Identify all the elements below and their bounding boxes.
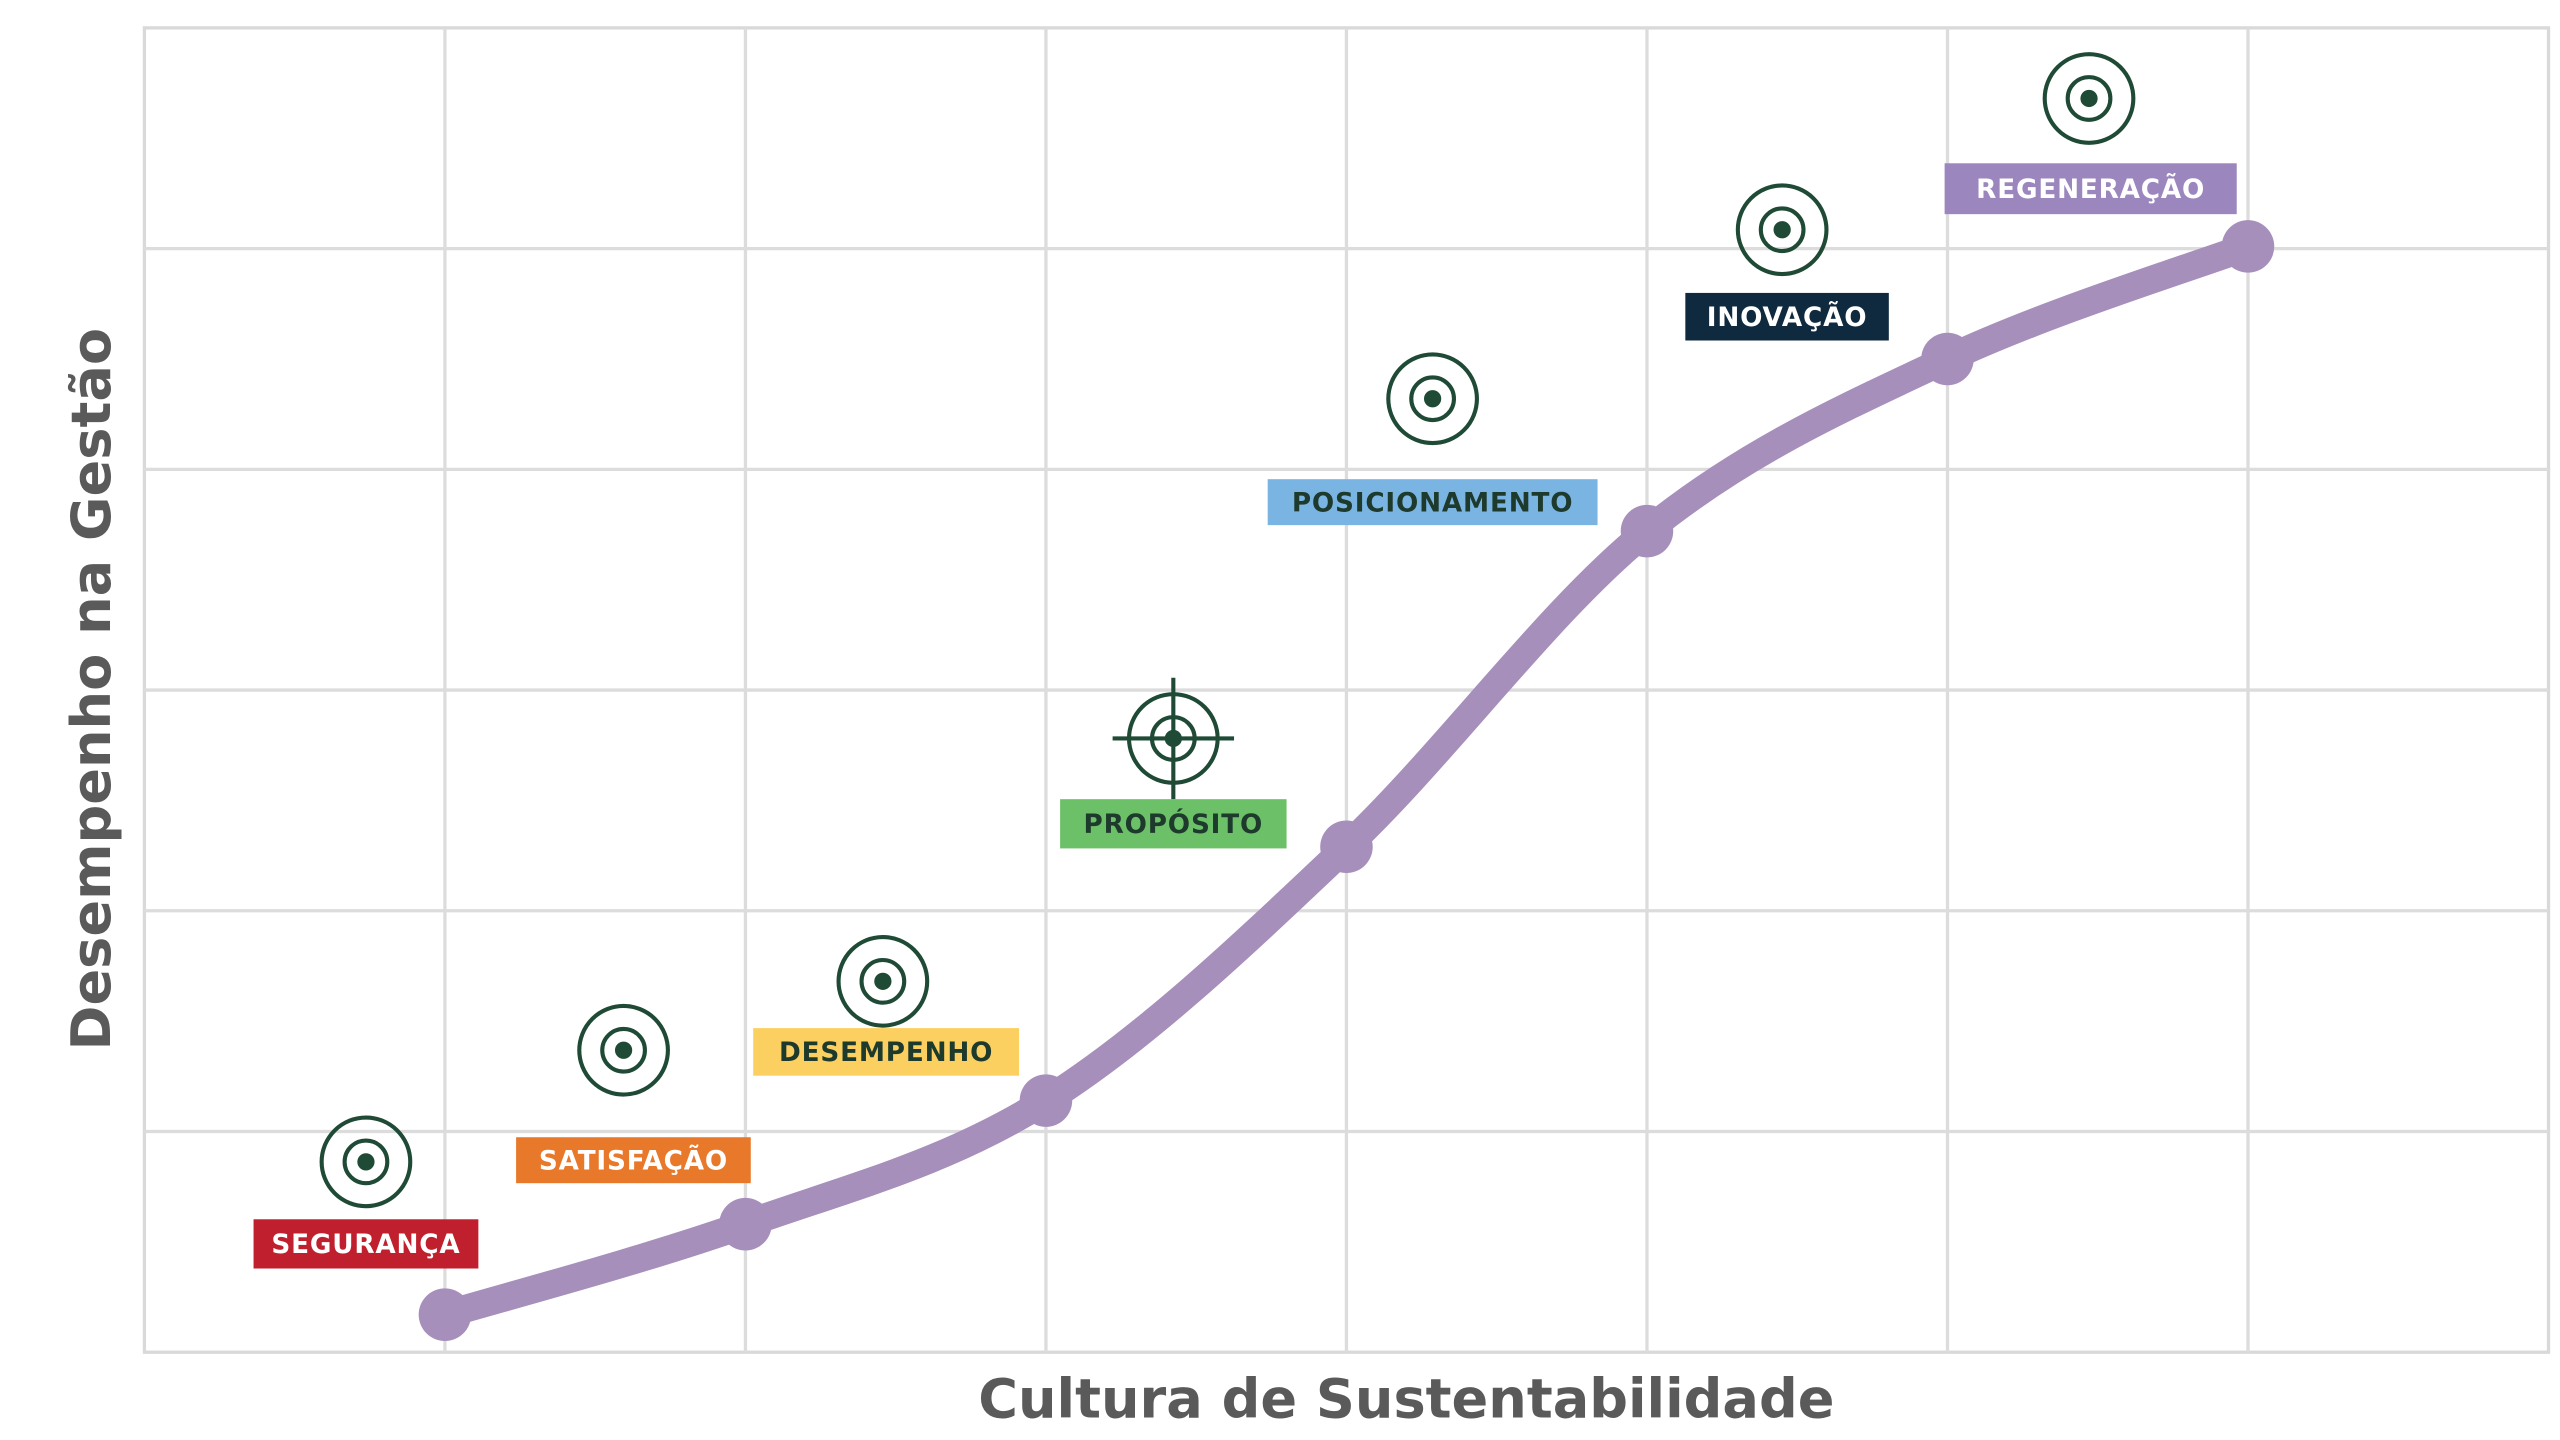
- stage-icon: [2042, 52, 2136, 145]
- icon-part: [1386, 352, 1479, 446]
- icon-part: [2065, 75, 2113, 122]
- y-axis-title: Desempenho na Gestão: [60, 328, 123, 1051]
- stage-label: SEGURANÇA: [271, 1230, 460, 1260]
- icon-part: [1758, 206, 1806, 254]
- label-box: [1060, 799, 1287, 849]
- label-box: [1944, 163, 2237, 215]
- label-box: [1685, 292, 1889, 341]
- icon-part: [614, 1041, 633, 1059]
- point: [719, 1197, 772, 1251]
- x-axis-title: Cultura de Sustentabilidade: [978, 1368, 1834, 1431]
- point: [1019, 1074, 1073, 1127]
- icon-part: [1735, 183, 1829, 277]
- icon-part: [2080, 89, 2098, 108]
- icon-part: [600, 1026, 647, 1074]
- icon-part: [342, 1138, 390, 1186]
- stage-icon: [1386, 352, 1479, 446]
- stage-label: POSICIONAMENTO: [1292, 488, 1574, 518]
- stage-icon: [1735, 183, 1829, 277]
- stage-icon: [836, 934, 930, 1028]
- icon-part: [836, 934, 930, 1028]
- icon-part: [2042, 52, 2136, 145]
- stage-label: REGENERAÇÃO: [1976, 173, 2205, 205]
- stage-icon: [1112, 677, 1235, 800]
- icon-part: [577, 1003, 670, 1097]
- point: [1320, 820, 1373, 874]
- icon-part: [319, 1115, 413, 1209]
- point: [1921, 332, 1974, 386]
- icon-part: [1424, 390, 1442, 408]
- icon-part: [859, 957, 907, 1005]
- stage-icon: [577, 1003, 670, 1097]
- icon-part: [1409, 375, 1456, 423]
- stage-label: DESEMPENHO: [779, 1038, 993, 1068]
- icon-part: [1149, 715, 1197, 762]
- icon-part: [357, 1153, 375, 1171]
- icon-part: [874, 972, 892, 990]
- icon-part: [1773, 221, 1791, 239]
- stage-label: PROPÓSITO: [1084, 808, 1264, 840]
- icon-part: [1164, 729, 1182, 748]
- stage-label: SATISFAÇÃO: [539, 1144, 728, 1176]
- label-box: [1267, 479, 1598, 526]
- label-box: [753, 1028, 1020, 1076]
- label-box: [253, 1219, 479, 1269]
- stage-label: INOVAÇÃO: [1707, 301, 1868, 333]
- label-box: [516, 1137, 751, 1184]
- point: [1620, 504, 1674, 558]
- point: [2221, 220, 2275, 273]
- stage-icon: [319, 1115, 413, 1209]
- point: [418, 1288, 472, 1341]
